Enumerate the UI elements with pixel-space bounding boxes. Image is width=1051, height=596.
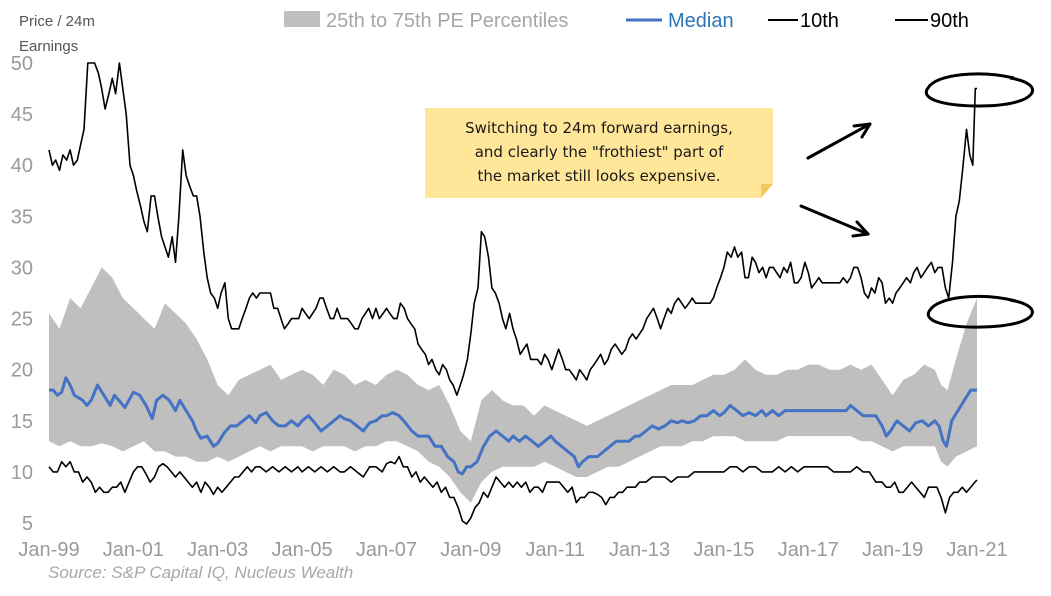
arrow-up-head (852, 122, 872, 139)
legend: 25th to 75th PE Percentiles Median 10th … (284, 10, 969, 32)
y-tick-label: 35 (11, 206, 33, 228)
x-axis-ticks: Jan-99 Jan-01 Jan-03 Jan-05 Jan-07 Jan-09 Jan-… (18, 539, 1007, 561)
note-fold (761, 184, 773, 198)
arrow-down-head (851, 220, 870, 238)
note-line-2: and clearly the "frothiest" part of (475, 143, 724, 161)
y-axis-label-line-1: Price / 24m (19, 13, 95, 30)
y-axis-label-line-2: Earnings (19, 38, 78, 55)
annotation-note: Switching to 24m forward earnings, and c… (425, 108, 773, 198)
legend-90th-label: 90th (930, 10, 969, 32)
y-tick-label: 45 (11, 104, 33, 126)
x-tick-label: Jan-05 (272, 539, 333, 561)
circle-90th-ellipse (924, 72, 1034, 108)
y-tick-label: 20 (11, 360, 33, 382)
x-tick-label: Jan-99 (18, 539, 79, 561)
x-tick-label: Jan-21 (946, 539, 1007, 561)
y-tick-label: 40 (11, 155, 33, 177)
arrow-down-shaft (799, 204, 870, 236)
source-note: Source: S&P Capital IQ, Nucleus Wealth (48, 563, 353, 582)
x-tick-label: Jan-15 (693, 539, 754, 561)
arrow-up-shaft (806, 122, 872, 160)
circle-75th-ellipse (926, 295, 1034, 329)
annotation-circles (924, 72, 1034, 329)
note-line-1: Switching to 24m forward earnings, (465, 119, 733, 137)
x-tick-label: Jan-03 (187, 539, 248, 561)
note-background (425, 108, 773, 198)
annotation-arrows (799, 122, 872, 238)
line-90th-percentile (48, 62, 977, 396)
y-tick-label: 30 (11, 257, 33, 279)
x-tick-label: Jan-09 (440, 539, 501, 561)
y-tick-label: 10 (11, 462, 33, 484)
x-tick-label: Jan-11 (525, 539, 585, 561)
y-tick-label: 25 (11, 309, 33, 331)
x-tick-label: Jan-01 (103, 539, 164, 561)
x-tick-label: Jan-17 (778, 539, 839, 561)
note-line-3: the market still looks expensive. (477, 167, 720, 185)
legend-10th-label: 10th (800, 10, 839, 32)
y-tick-label: 50 (11, 53, 33, 75)
x-tick-label: Jan-19 (862, 539, 923, 561)
line-10th-percentile (48, 455, 978, 525)
y-axis-ticks: 5 10 15 20 25 30 35 40 45 50 (11, 53, 33, 535)
x-tick-label: Jan-07 (356, 539, 417, 561)
legend-median-label: Median (668, 10, 734, 32)
line-median (49, 376, 977, 476)
legend-band-label: 25th to 75th PE Percentiles (326, 10, 568, 32)
y-tick-label: 15 (11, 411, 33, 433)
y-tick-label: 5 (22, 513, 33, 535)
iqr-band (49, 267, 977, 503)
x-tick-label: Jan-13 (609, 539, 670, 561)
legend-band-swatch (284, 11, 320, 27)
